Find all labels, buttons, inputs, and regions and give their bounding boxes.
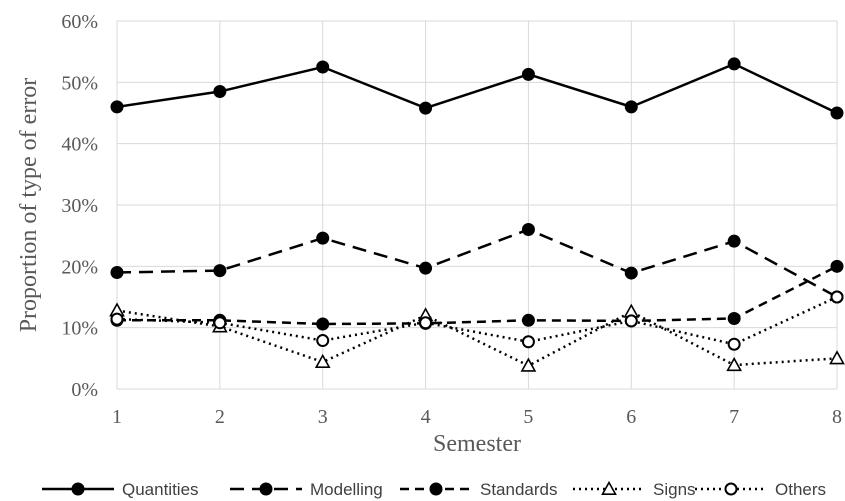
data-point-quantities: [419, 101, 433, 115]
x-tick-label: 7: [729, 406, 739, 428]
legend-item-others: Others: [695, 480, 826, 499]
series-others: [110, 290, 844, 351]
data-point-others: [727, 337, 741, 351]
x-tick-label: 1: [112, 406, 122, 428]
x-tick-label: 8: [832, 406, 842, 428]
legend-label-quantities: Quantities: [122, 480, 199, 499]
y-tick-label: 20%: [61, 256, 98, 278]
x-tick-label: 5: [523, 406, 533, 428]
data-point-quantities: [624, 100, 638, 114]
y-tick-label: 60%: [61, 11, 98, 33]
data-point-others: [213, 316, 227, 330]
data-point-signs: [829, 350, 845, 365]
series-signs: [109, 302, 845, 372]
x-tick-label: 2: [215, 406, 225, 428]
y-tick-label: 40%: [61, 134, 98, 156]
legend-label-standards: Standards: [480, 480, 558, 499]
series-quantities: [110, 57, 844, 120]
data-point-modelling: [213, 264, 227, 278]
series-group: [109, 57, 845, 372]
series-line-standards: [117, 265, 838, 326]
data-point-modelling: [624, 266, 638, 280]
data-point-standards: [521, 313, 535, 327]
y-axis-title: Proportion of type of error: [16, 78, 42, 333]
legend-marker-quantities: [71, 482, 85, 496]
legend-item-standards: Standards: [400, 480, 558, 499]
data-point-others: [624, 314, 638, 328]
data-point-signs: [726, 356, 743, 372]
series-line-modelling: [116, 228, 838, 299]
data-point-modelling: [521, 223, 535, 237]
x-axis-title: Semester: [433, 431, 521, 457]
y-tick-label: 10%: [61, 318, 98, 340]
y-tick-label: 0%: [71, 379, 98, 401]
y-axis-ticks: 0% 10% 20% 30% 40% 50% 60%: [61, 11, 98, 401]
data-point-standards: [316, 317, 330, 331]
legend-marker-modelling: [259, 482, 273, 496]
data-point-quantities: [727, 57, 741, 71]
legend-marker-standards: [429, 482, 443, 496]
data-point-others: [419, 316, 433, 330]
x-tick-label: 6: [626, 406, 636, 428]
data-point-quantities: [316, 60, 330, 74]
data-point-modelling: [316, 231, 330, 245]
x-tick-label: 4: [421, 406, 431, 428]
data-point-quantities: [110, 100, 124, 114]
legend: Quantities Modelling Standards Signs Others: [42, 480, 826, 499]
data-point-others: [316, 334, 330, 348]
legend-item-quantities: Quantities: [42, 480, 199, 499]
series-line-others: [116, 295, 838, 346]
legend-label-others: Others: [775, 480, 826, 499]
x-tick-label: 3: [318, 406, 328, 428]
legend-label-modelling: Modelling: [310, 480, 383, 499]
data-point-modelling: [110, 265, 124, 279]
legend-label-signs: Signs: [653, 480, 696, 499]
data-point-standards: [727, 311, 741, 325]
data-point-others: [521, 335, 535, 349]
data-point-signs: [520, 357, 537, 372]
series-modelling: [110, 223, 844, 304]
x-axis-ticks: 1 2 3 4 5 6 7 8: [112, 406, 842, 428]
data-point-modelling: [419, 261, 433, 275]
data-point-quantities: [213, 85, 227, 99]
legend-item-modelling: Modelling: [230, 480, 383, 499]
legend-marker-signs: [601, 480, 617, 496]
grid: [116, 20, 838, 390]
data-point-quantities: [830, 106, 844, 120]
legend-marker-others: [724, 482, 738, 496]
data-point-standards: [830, 259, 844, 273]
data-point-modelling: [727, 234, 741, 248]
series-line-quantities: [116, 62, 838, 115]
legend-item-signs: Signs: [573, 480, 696, 499]
y-tick-label: 50%: [61, 72, 98, 94]
data-point-others: [110, 312, 124, 326]
data-point-signs: [314, 353, 331, 369]
data-point-others: [830, 290, 844, 304]
data-point-quantities: [521, 67, 535, 81]
y-tick-label: 30%: [61, 195, 98, 217]
